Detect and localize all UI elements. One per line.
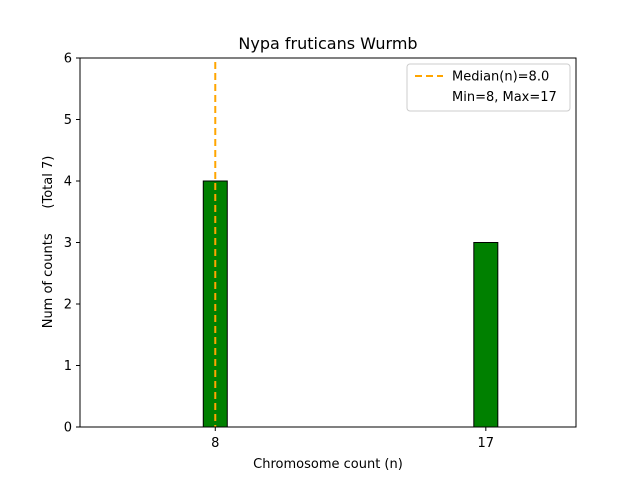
y-tick-label: 4 [64, 175, 72, 190]
legend: Median(n)=8.0 Min=8, Max=17 [406, 63, 571, 112]
y-tick-label: 3 [64, 236, 72, 251]
bar-17 [473, 242, 499, 428]
plot-area: 0 1 2 3 4 5 6 8 17 [64, 52, 577, 451]
y-tick-label: 5 [64, 113, 72, 128]
y-tick-label: 1 [64, 359, 72, 374]
legend-entry-minmax: Min=8, Max=17 [452, 90, 557, 105]
y-tick-label: 6 [64, 52, 72, 67]
legend-entry-median: Median(n)=8.0 [452, 70, 549, 85]
y-tick-label: 2 [64, 298, 72, 313]
y-tick-label: 0 [64, 421, 72, 436]
y-axis-label: Num of counts (Total 7) [41, 156, 56, 329]
x-tick-label: 17 [478, 436, 495, 451]
axes-frame [79, 57, 577, 428]
legend-box [406, 63, 571, 112]
chart-title: Nypa fruticans Wurmb [238, 34, 417, 53]
x-axis-label: Chromosome count (n) [253, 457, 403, 472]
x-tick-label: 8 [211, 436, 219, 451]
